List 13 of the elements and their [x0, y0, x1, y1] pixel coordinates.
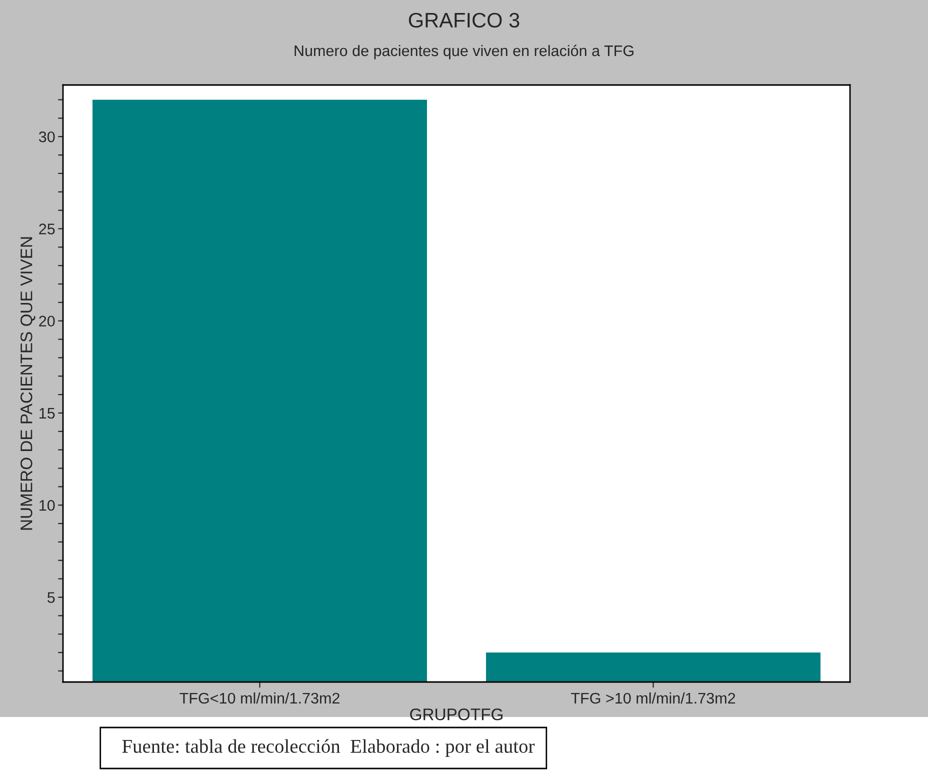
x-tick-label: TFG >10 ml/min/1.73m2 [571, 692, 736, 704]
chart-title: GRAFICO 3 [408, 12, 520, 28]
y-tick-label: 15 [40, 408, 55, 419]
source-note: Fuente: tabla de recolección Elaborado : por el autor [122, 739, 535, 757]
y-tick-label: 25 [39, 224, 55, 234]
y-tick-label: 10 [40, 500, 55, 511]
y-axis-title: NUMERO DE PACIENTES QUE VIVEN [20, 237, 36, 530]
x-tick-label: TFG<10 ml/min/1.73m2 [180, 692, 340, 704]
chart-subtitle: Numero de pacientes que viven en relación a TFG [294, 44, 634, 60]
x-axis-title: GRUPOTFG [410, 708, 502, 720]
y-tick-label: 30 [38, 131, 55, 142]
y-tick-label: 5 [47, 592, 55, 603]
y-tick-label: 20 [39, 316, 55, 327]
